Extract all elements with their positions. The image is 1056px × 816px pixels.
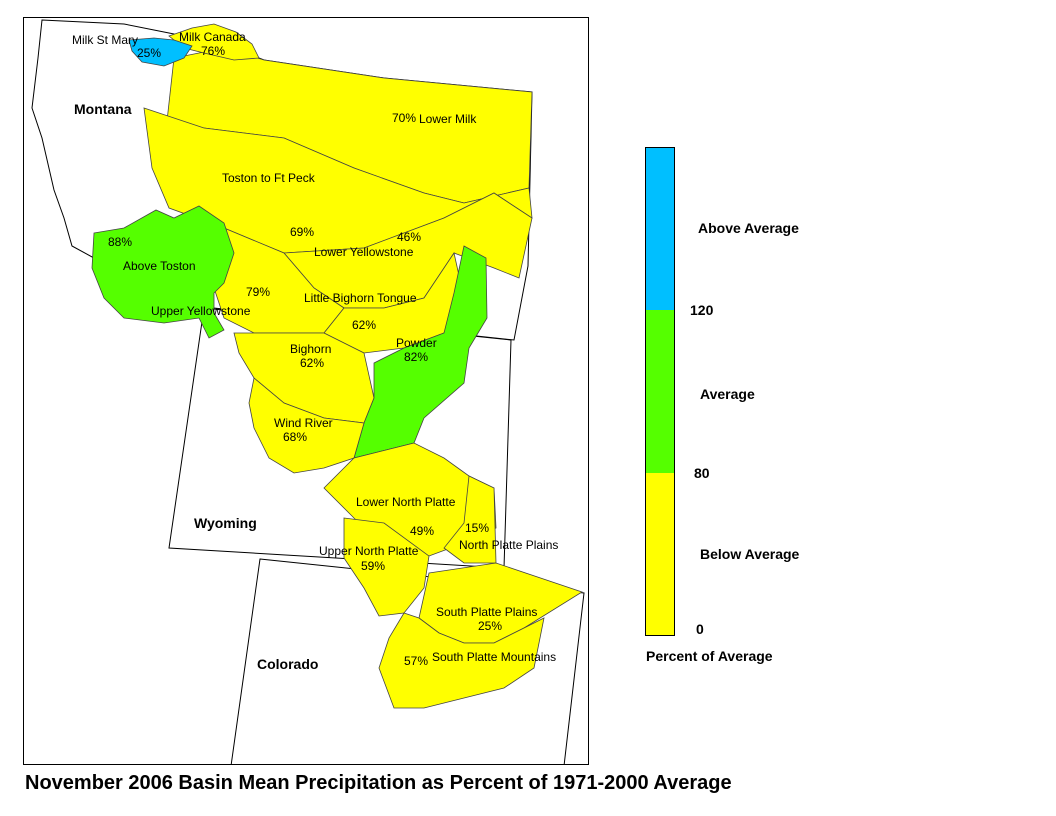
state-label-colorado: Colorado — [257, 656, 318, 672]
map-panel: Montana Wyoming Colorado Milk St Mary 25… — [23, 17, 589, 765]
map-caption: November 2006 Basin Mean Precipitation a… — [25, 772, 732, 794]
basin-pct-bighorn: 62% — [300, 356, 324, 370]
basin-name-south-platte-mountains: South Platte Mountains — [432, 650, 556, 664]
basin-milk-st-mary — [128, 37, 193, 67]
basin-name-milk-st-mary: Milk St Mary — [72, 33, 138, 47]
legend-label-average: Average — [700, 386, 755, 402]
legend-tick-80: 80 — [694, 465, 710, 481]
basin-pct-wind-river: 68% — [283, 430, 307, 444]
basin-milk-canada — [168, 23, 260, 61]
basin-pct-upper-yellowstone: 79% — [246, 285, 270, 299]
legend-tick-120: 120 — [690, 302, 714, 318]
basin-pct-north-platte-plains: 15% — [465, 521, 489, 535]
legend-label-above: Above Average — [698, 220, 799, 236]
basin-pct-lower-yellowstone: 46% — [397, 230, 421, 244]
basin-name-bighorn: Bighorn — [290, 342, 331, 356]
legend-swatch-average — [646, 310, 674, 473]
basin-name-upper-north-platte: Upper North Platte — [319, 544, 419, 558]
legend-label-below: Below Average — [700, 546, 800, 562]
basin-pct-powder: 82% — [404, 350, 428, 364]
basin-name-little-bighorn-tongue: Little Bighorn Tongue — [304, 291, 417, 305]
basin-pct-above-toston: 88% — [108, 235, 132, 249]
basin-name-milk-canada: Milk Canada — [179, 30, 246, 44]
basin-name-lower-milk: Lower Milk — [419, 112, 477, 126]
basin-name-lower-north-platte: Lower North Platte — [356, 495, 456, 509]
legend-swatch-above — [646, 148, 674, 310]
basin-pct-toston-ft-peck: 69% — [290, 225, 314, 239]
basin-pct-milk-st-mary: 25% — [137, 46, 161, 60]
legend-swatch-below — [646, 473, 674, 635]
legend-title: Percent of Average — [646, 648, 773, 664]
basin-name-wind-river: Wind River — [274, 416, 333, 430]
state-label-wyoming: Wyoming — [194, 515, 257, 531]
legend-tick-0: 0 — [696, 621, 704, 637]
basin-pct-south-platte-plains: 25% — [478, 619, 502, 633]
basin-name-above-toston: Above Toston — [123, 259, 196, 273]
basin-name-upper-yellowstone: Upper Yellowstone — [151, 304, 251, 318]
basin-pct-milk-canada: 76% — [201, 44, 225, 58]
state-label-montana: Montana — [74, 101, 132, 117]
basin-name-powder: Powder — [396, 336, 437, 350]
basin-north-platte-plains — [443, 475, 497, 564]
basin-name-toston-ft-peck: Toston to Ft Peck — [222, 171, 316, 185]
basin-pct-lower-north-platte: 49% — [410, 524, 434, 538]
basin-name-north-platte-plains: North Platte Plains — [459, 538, 558, 552]
basin-pct-lower-milk: 70% — [392, 111, 416, 125]
basin-above-toston — [91, 205, 235, 339]
legend-color-bar — [645, 147, 675, 636]
basin-map: Montana Wyoming Colorado Milk St Mary 25… — [31, 19, 585, 764]
basin-wind-river — [248, 377, 365, 474]
basin-name-lower-yellowstone: Lower Yellowstone — [314, 245, 414, 259]
basin-pct-south-platte-mountains: 57% — [404, 654, 428, 668]
basin-pct-little-bighorn-tongue: 62% — [352, 318, 376, 332]
basin-south-platte-mountains — [378, 612, 545, 709]
basin-pct-upper-north-platte: 59% — [361, 559, 385, 573]
basin-name-south-platte-plains: South Platte Plains — [436, 605, 537, 619]
